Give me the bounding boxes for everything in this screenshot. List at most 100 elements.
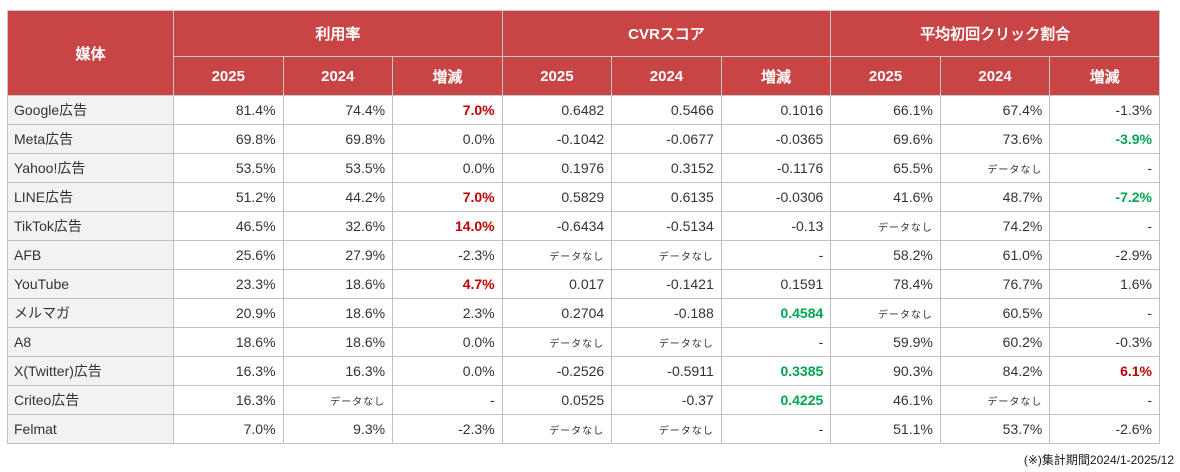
table-row: Criteo広告 16.3% データなし - 0.0525 -0.37 0.42… [7,385,1160,415]
group-header-row: 媒体 利用率 CVRスコア 平均初回クリック割合 [7,10,1160,96]
data-cell: 0.6482 [501,95,613,125]
data-cell: 46.5% [173,211,284,241]
data-cell: 66.1% [830,95,941,125]
data-cell: 0.4584 [720,298,832,328]
data-cell: 23.3% [173,269,284,299]
data-cell: 84.2% [939,356,1051,386]
data-cell: 0.0% [392,356,503,386]
media-name-cell: TikTok広告 [7,211,174,241]
data-cell: -0.0365 [720,124,832,154]
subheader-cvr-2024: 2024 [611,56,722,96]
media-name-cell: AFB [7,240,174,270]
data-cell: - [1049,153,1160,183]
data-cell: -0.1176 [720,153,832,183]
data-cell: 69.8% [173,124,284,154]
data-cell: 20.9% [173,298,284,328]
data-cell: 67.4% [939,95,1051,125]
data-cell: 0.0% [392,124,503,154]
data-cell: -0.0306 [720,182,832,212]
media-name-cell: A8 [7,327,174,357]
data-cell: 65.5% [830,153,941,183]
subheader-usage-change: 増減 [392,56,503,96]
table-row: A8 18.6% 18.6% 0.0% データなし データなし - 59.9% … [7,327,1160,357]
aggregation-period-note: (※)集計期間2024/1-2025/12 [1023,453,1174,467]
data-cell: 0.0% [392,153,503,183]
table-body: Google広告 81.4% 74.4% 7.0% 0.6482 0.5466 … [7,95,1160,444]
data-cell: -0.5134 [611,211,722,241]
data-cell: -1.3% [1049,95,1160,125]
data-cell: 60.5% [939,298,1051,328]
media-name-cell: YouTube [7,269,174,299]
data-cell: 53.5% [173,153,284,183]
table-row: Google広告 81.4% 74.4% 7.0% 0.6482 0.5466 … [7,95,1160,125]
data-cell: 32.6% [282,211,394,241]
data-cell: 0.1016 [720,95,832,125]
data-cell: -2.3% [392,240,503,270]
data-cell: 18.6% [282,298,394,328]
subheader-click-2024: 2024 [939,56,1051,96]
data-cell: 0.0525 [501,385,613,415]
subheader-cvr-change: 増減 [720,56,832,96]
group-header-first-click-ratio: 平均初回クリック割合 [830,10,1160,57]
data-cell: -0.188 [611,298,722,328]
subheader-click-2025: 2025 [830,56,941,96]
data-cell: -0.5911 [611,356,722,386]
data-cell: 0.1976 [501,153,613,183]
group-header-cvr-score: CVRスコア [501,10,832,57]
data-cell: 1.6% [1049,269,1160,299]
data-cell: - [720,414,832,444]
data-cell: 0.017 [501,269,613,299]
data-cell: 18.6% [282,327,394,357]
data-cell: 2.3% [392,298,503,328]
data-cell: 7.0% [173,414,284,444]
data-cell: - [720,327,832,357]
data-cell: 44.2% [282,182,394,212]
data-cell: 61.0% [939,240,1051,270]
data-cell: 0.0% [392,327,503,357]
data-cell: -2.9% [1049,240,1160,270]
data-cell: 73.6% [939,124,1051,154]
data-cell: 0.4225 [720,385,832,415]
table-row: メルマガ 20.9% 18.6% 2.3% 0.2704 -0.188 0.45… [7,298,1160,328]
data-cell: 25.6% [173,240,284,270]
data-cell: -2.6% [1049,414,1160,444]
data-cell: 0.5829 [501,182,613,212]
data-cell: -7.2% [1049,182,1160,212]
data-cell: データなし [939,385,1051,415]
data-cell: - [1049,298,1160,328]
data-cell: 78.4% [830,269,941,299]
data-cell: データなし [501,327,613,357]
group-header-usage-rate: 利用率 [173,10,503,57]
data-cell: 46.1% [830,385,941,415]
data-cell: 0.3385 [720,356,832,386]
data-cell: データなし [611,327,722,357]
table-row: TikTok広告 46.5% 32.6% 14.0% -0.6434 -0.51… [7,211,1160,241]
data-cell: データなし [611,240,722,270]
data-cell: -0.0677 [611,124,722,154]
data-cell: -2.3% [392,414,503,444]
data-cell: 41.6% [830,182,941,212]
data-cell: 6.1% [1049,356,1160,386]
data-cell: 16.3% [173,356,284,386]
data-cell: 7.0% [392,95,503,125]
data-cell: 58.2% [830,240,941,270]
data-cell: 59.9% [830,327,941,357]
data-cell: 18.6% [282,269,394,299]
data-cell: データなし [830,298,941,328]
data-cell: 18.6% [173,327,284,357]
data-cell: 90.3% [830,356,941,386]
media-name-cell: Yahoo!広告 [7,153,174,183]
data-cell: 53.5% [282,153,394,183]
data-cell: データなし [501,414,613,444]
table-header: 媒体 利用率 CVRスコア 平均初回クリック割合 2025 2024 増減 20… [7,10,1160,96]
data-cell: データなし [611,414,722,444]
media-name-cell: LINE広告 [7,182,174,212]
data-cell: 76.7% [939,269,1051,299]
media-name-cell: Meta広告 [7,124,174,154]
table-row: Meta広告 69.8% 69.8% 0.0% -0.1042 -0.0677 … [7,124,1160,154]
subheader-cvr-2025: 2025 [501,56,613,96]
sub-header-row: 2025 2024 増減 2025 2024 増減 2025 2024 増減 [8,56,1160,96]
data-cell: 16.3% [173,385,284,415]
data-cell: 4.7% [392,269,503,299]
data-cell: 9.3% [282,414,394,444]
